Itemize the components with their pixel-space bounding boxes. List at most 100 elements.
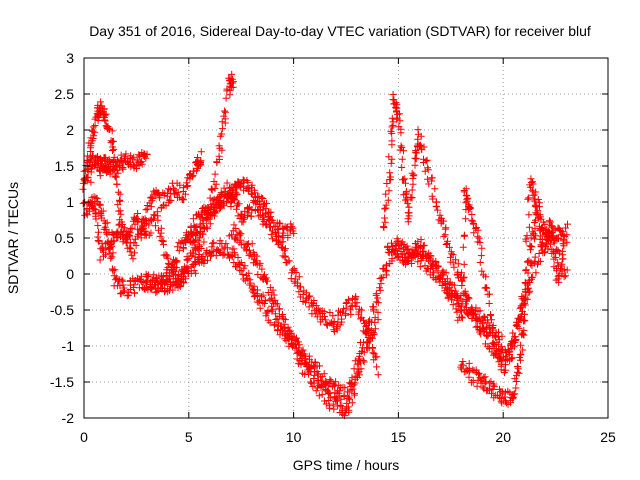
data-point: [180, 167, 198, 204]
plus-marker: [554, 224, 570, 286]
data-point: [394, 110, 409, 184]
data-point: [563, 266, 571, 274]
data-point: [258, 291, 277, 327]
data-point: [389, 91, 403, 123]
data-point: [500, 339, 516, 377]
y-tick-label: 3: [66, 50, 74, 66]
data-point: [194, 209, 214, 254]
plus-marker: [510, 293, 527, 351]
y-tick-label: 1: [66, 194, 74, 210]
data-point: [268, 291, 286, 330]
data-point: [330, 304, 350, 335]
plus-marker: [174, 265, 192, 292]
data-point: [488, 324, 506, 374]
plus-marker: [159, 179, 177, 210]
plus-marker: [180, 167, 198, 204]
data-point: [216, 179, 235, 211]
plus-marker: [258, 265, 277, 304]
data-point: [279, 244, 298, 283]
plus-marker: [341, 293, 360, 319]
plus-marker: [374, 262, 391, 307]
data-point: [363, 325, 381, 371]
plus-marker: [460, 185, 477, 225]
plus-marker: [332, 394, 349, 420]
plus-marker: [111, 274, 128, 298]
data-point: [290, 265, 308, 305]
x-tick-label: 25: [600, 429, 616, 445]
data-point: [488, 380, 508, 405]
y-tick-label: 2: [66, 122, 74, 138]
data-point: [342, 379, 359, 417]
plus-marker: [437, 214, 454, 261]
data-point: [87, 178, 105, 253]
x-tick-label: 5: [185, 429, 193, 445]
plus-marker: [457, 187, 470, 322]
plus-marker: [374, 371, 382, 379]
data-point: [437, 214, 454, 261]
plus-marker: [225, 221, 245, 246]
data-point: [425, 249, 444, 282]
data-point: [225, 70, 237, 99]
plus-marker: [205, 199, 224, 223]
plus-marker: [425, 249, 444, 282]
data-point: [194, 247, 214, 267]
data-point: [394, 242, 412, 268]
plus-marker: [143, 150, 151, 158]
data-point: [299, 289, 318, 318]
data-point: [341, 293, 360, 319]
data-point: [404, 238, 423, 267]
y-tick-labels: -2 -1.5 -1 -0.5 0 0.5 1 1.5 2 2.5 3: [50, 50, 74, 426]
data-point: [468, 211, 486, 266]
data-point: [206, 144, 224, 213]
plus-marker: [128, 225, 145, 259]
plus-marker: [290, 265, 308, 305]
plus-marker: [457, 358, 474, 381]
data-point: [236, 230, 256, 260]
data-point: [374, 316, 382, 324]
y-tick-label: 2.5: [55, 86, 75, 102]
data-point: [229, 78, 237, 86]
data-point: [331, 378, 349, 403]
data-point: [159, 179, 177, 210]
data-point: [192, 154, 205, 175]
plus-marker: [87, 178, 105, 253]
data-point: [520, 257, 535, 318]
data-point: [236, 259, 256, 295]
plus-marker: [173, 229, 191, 255]
data-point: [301, 359, 318, 391]
y-axis-label: SDTVAR / TECUs: [5, 182, 21, 294]
plus-marker: [389, 91, 403, 123]
y-tick-label: -1.5: [50, 374, 74, 390]
plus-marker: [236, 259, 256, 295]
plus-marker: [310, 302, 328, 326]
plus-marker: [236, 230, 256, 260]
plus-marker: [113, 220, 130, 246]
data-point: [411, 130, 424, 163]
data-point: [546, 218, 562, 284]
data-point: [510, 293, 527, 351]
data-point: [516, 316, 529, 361]
data-point: [142, 211, 162, 239]
data-markers: [79, 70, 571, 420]
plus-marker: [121, 275, 138, 300]
plus-marker: [468, 304, 487, 326]
plus-marker: [411, 130, 424, 163]
plus-marker: [192, 154, 205, 175]
plus-marker: [247, 181, 267, 220]
plus-marker: [404, 238, 423, 267]
data-point: [400, 179, 413, 220]
data-point: [197, 148, 205, 156]
data-point: [457, 187, 470, 322]
plus-marker: [299, 289, 318, 318]
data-point: [290, 229, 298, 237]
plus-marker: [500, 339, 516, 377]
plus-marker: [225, 70, 237, 99]
plus-marker: [563, 266, 571, 274]
plus-marker: [436, 271, 454, 302]
data-point: [332, 394, 349, 420]
data-point: [351, 295, 370, 338]
data-point: [128, 225, 145, 259]
plus-marker: [394, 110, 409, 184]
x-tick-label: 10: [286, 429, 302, 445]
data-point: [532, 209, 548, 257]
